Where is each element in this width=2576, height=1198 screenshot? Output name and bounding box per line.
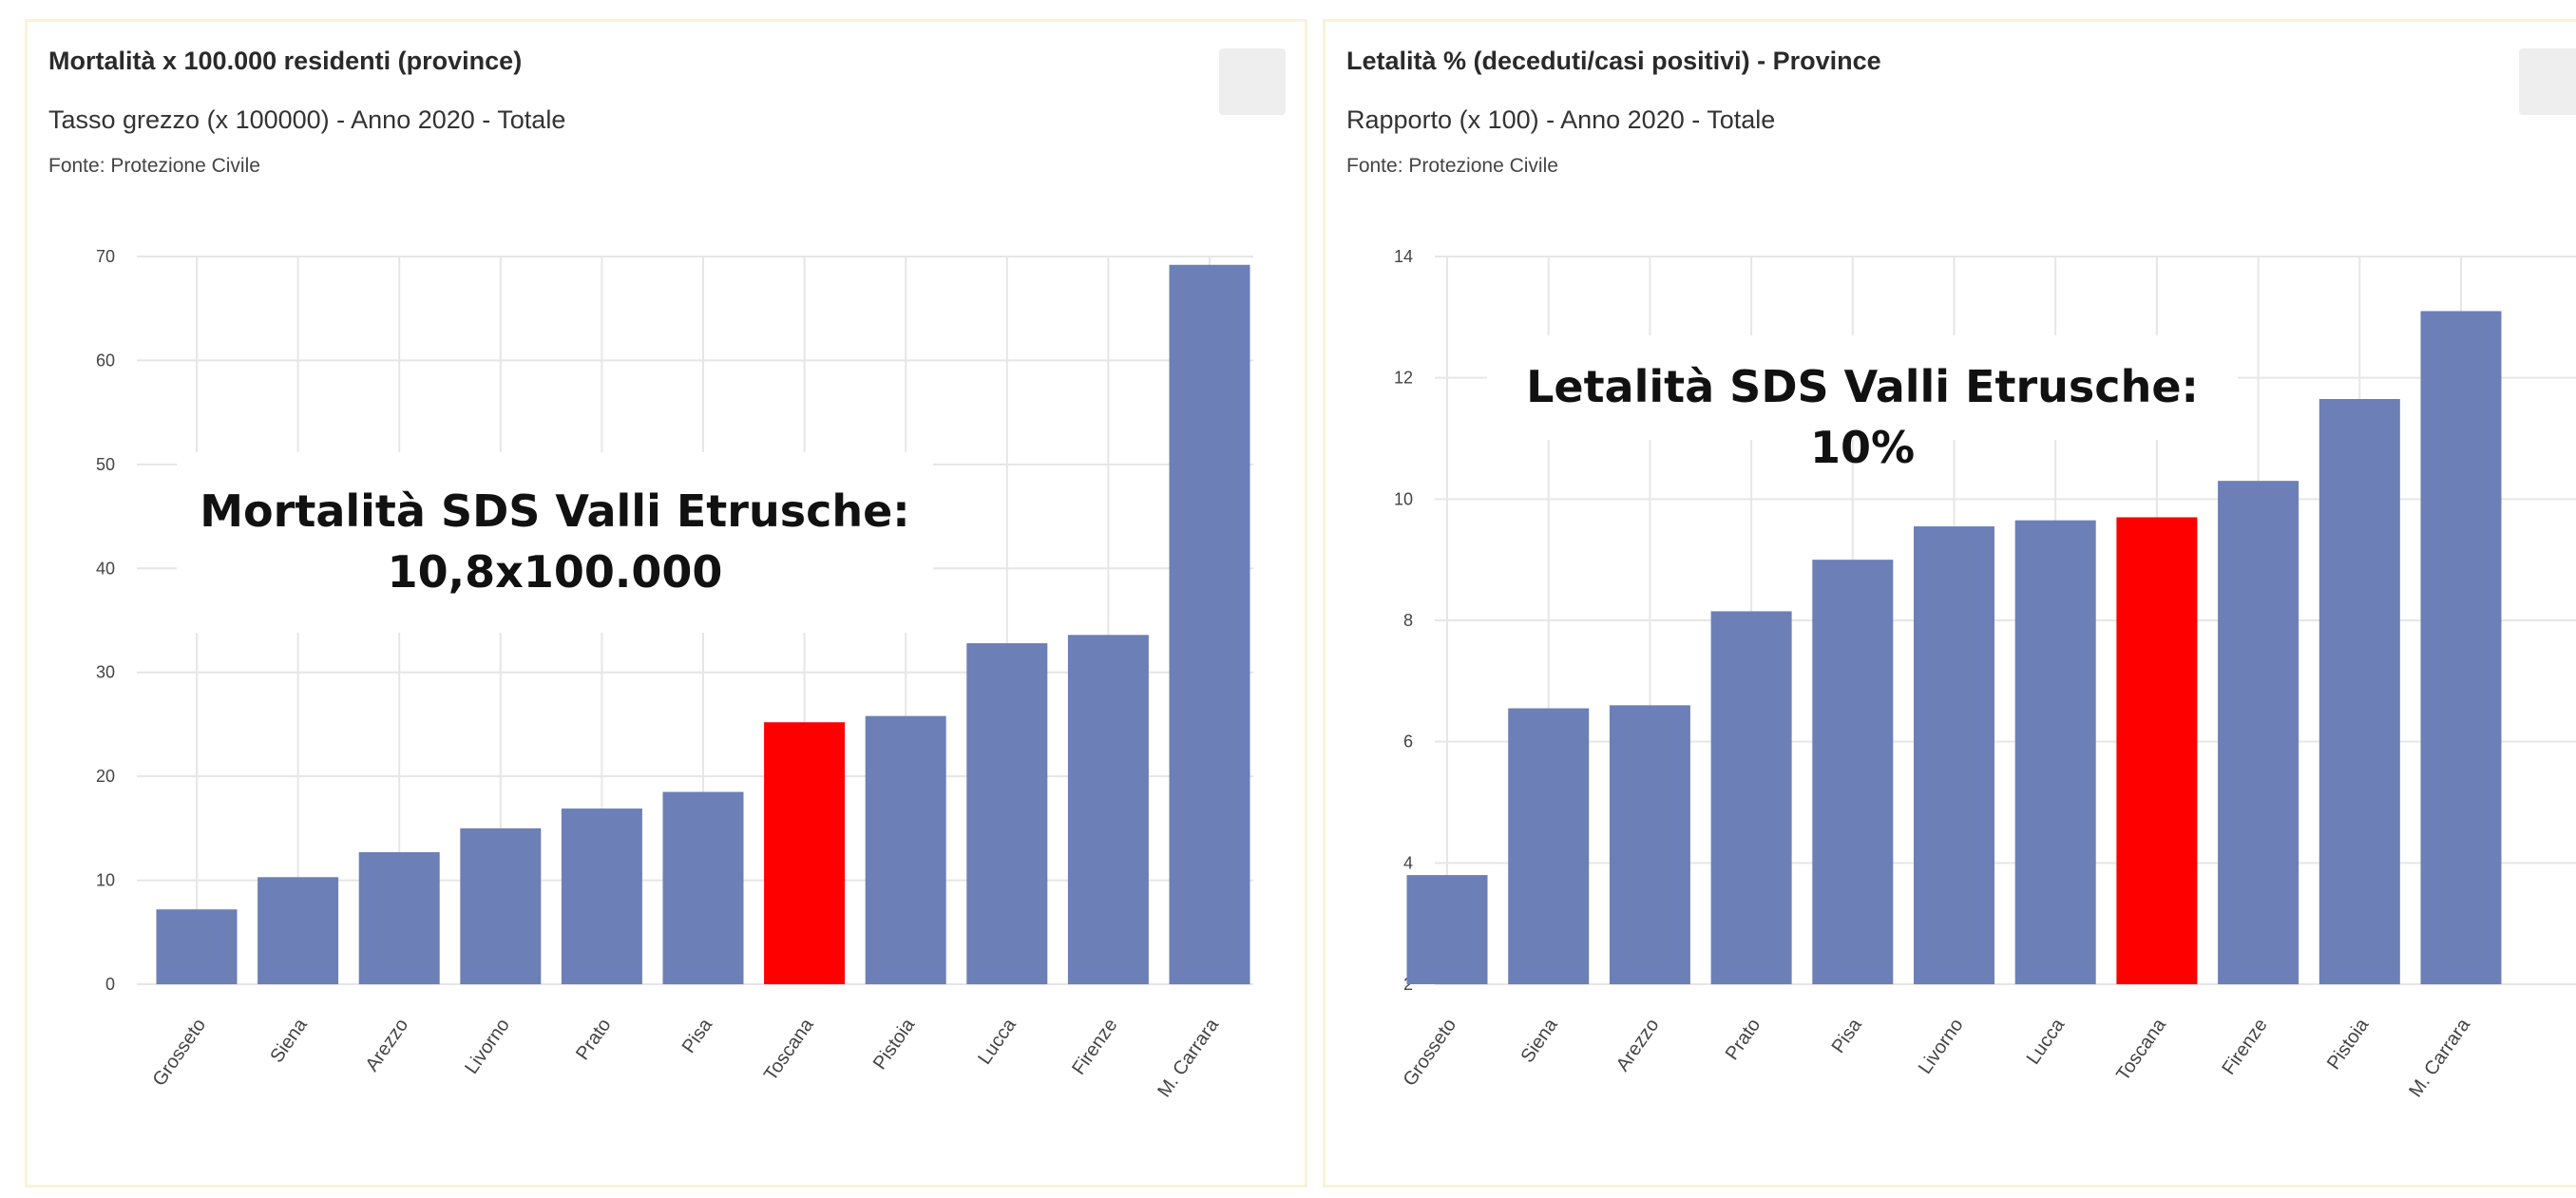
y-tick-label: 30 <box>96 663 115 682</box>
y-tick-label: 60 <box>96 351 115 370</box>
chart-source: Fonte: Protezione Civile <box>1346 155 1558 177</box>
x-category-label: Toscana <box>760 1015 818 1085</box>
chart-menu-button[interactable] <box>2519 48 2576 115</box>
bar-lucca[interactable] <box>966 643 1048 984</box>
x-category-label: Pisa <box>678 1015 717 1057</box>
x-category-label: Lucca <box>2023 1015 2070 1069</box>
bar-firenze[interactable] <box>2218 481 2299 984</box>
x-category-label: Arezzo <box>362 1015 413 1075</box>
x-category-label: Livorno <box>461 1015 514 1077</box>
chart-source: Fonte: Protezione Civile <box>48 155 260 177</box>
bar-m-carrara[interactable] <box>2420 311 2502 984</box>
x-category-label: Pistoia <box>869 1015 920 1074</box>
chart-title: Mortalità x 100.000 residenti (province) <box>48 47 523 75</box>
y-tick-label: 8 <box>1403 611 1413 630</box>
x-category-label: Pisa <box>1828 1015 1867 1057</box>
x-category-label: M. Carrara <box>1154 1015 1223 1102</box>
bar-pistoia[interactable] <box>865 715 946 984</box>
bar-livorno[interactable] <box>460 827 542 984</box>
bar-arezzo[interactable] <box>1609 705 1690 984</box>
y-tick-label: 70 <box>96 247 115 266</box>
y-tick-label: 20 <box>96 767 115 786</box>
x-category-label: Toscana <box>2112 1015 2170 1085</box>
bar-grosseto[interactable] <box>1406 875 1488 984</box>
bar-firenze[interactable] <box>1067 635 1149 984</box>
x-category-label: Firenze <box>2218 1015 2271 1078</box>
x-category-label: M. Carrara <box>2405 1015 2474 1102</box>
bar-siena[interactable] <box>1508 708 1590 984</box>
annotation-box: Mortalità SDS Valli Etrusche: 10,8x100.0… <box>177 452 933 633</box>
y-tick-label: 4 <box>1403 853 1413 872</box>
bar-toscana[interactable] <box>2116 517 2198 984</box>
annotation-text-line1: Mortalità SDS Valli Etrusche: <box>200 485 910 537</box>
y-tick-label: 6 <box>1403 732 1413 751</box>
x-category-label: Grosseto <box>149 1015 211 1090</box>
bar-prato[interactable] <box>561 808 642 984</box>
bar-siena[interactable] <box>258 877 339 984</box>
annotation-text-line1: Letalità SDS Valli Etrusche: 10% <box>1526 361 2199 473</box>
bar-toscana[interactable] <box>764 722 846 984</box>
bar-livorno[interactable] <box>1914 526 1994 984</box>
bar-pistoia[interactable] <box>2318 399 2400 985</box>
x-category-label: Pistoia <box>2323 1015 2374 1074</box>
x-category-label: Siena <box>266 1015 312 1067</box>
x-category-label: Lucca <box>974 1015 1021 1069</box>
chart-subtitle: Tasso grezzo (x 100000) - Anno 2020 - To… <box>48 105 566 134</box>
bar-pisa[interactable] <box>662 791 744 984</box>
y-tick-label: 14 <box>1394 247 1413 266</box>
y-tick-label: 40 <box>96 559 115 578</box>
x-category-label: Prato <box>1722 1015 1765 1064</box>
bar-prato[interactable] <box>1710 611 1792 984</box>
x-category-label: Firenze <box>1068 1015 1121 1078</box>
y-tick-label: 12 <box>1394 369 1413 388</box>
bar-lucca[interactable] <box>2014 520 2096 984</box>
y-tick-label: 50 <box>96 455 115 474</box>
annotation-box: Letalità SDS Valli Etrusche: 10% <box>1487 335 2238 473</box>
chart-subtitle: Rapporto (x 100) - Anno 2020 - Totale <box>1346 105 1776 134</box>
y-tick-label: 10 <box>96 871 115 890</box>
bar-grosseto[interactable] <box>156 909 238 984</box>
x-category-label: Prato <box>572 1015 615 1064</box>
chart-panel-letalita: Letalità % (deceduti/casi positivi) - Pr… <box>1323 19 2576 1188</box>
bar-arezzo[interactable] <box>358 852 440 984</box>
chart-menu-button[interactable] <box>1219 48 1286 115</box>
bar-pisa[interactable] <box>1812 560 1894 984</box>
x-category-label: Livorno <box>1915 1015 1968 1077</box>
x-category-label: Siena <box>1517 1015 1562 1067</box>
x-category-label: Grosseto <box>1400 1015 1461 1090</box>
x-category-label: Arezzo <box>1612 1015 1664 1075</box>
y-tick-label: 10 <box>1394 489 1413 508</box>
chart-title: Letalità % (deceduti/casi positivi) - Pr… <box>1346 47 1881 75</box>
annotation-text-line2: 10,8x100.000 <box>387 546 723 598</box>
y-tick-label: 0 <box>105 975 115 994</box>
letalita-bar-chart: 2468101214GrossetoSienaArezzoPratoPisaLi… <box>1394 247 2576 1102</box>
chart-panel-mortalita: Mortalità x 100.000 residenti (province)… <box>25 19 1307 1188</box>
bar-m-carrara[interactable] <box>1169 264 1250 984</box>
